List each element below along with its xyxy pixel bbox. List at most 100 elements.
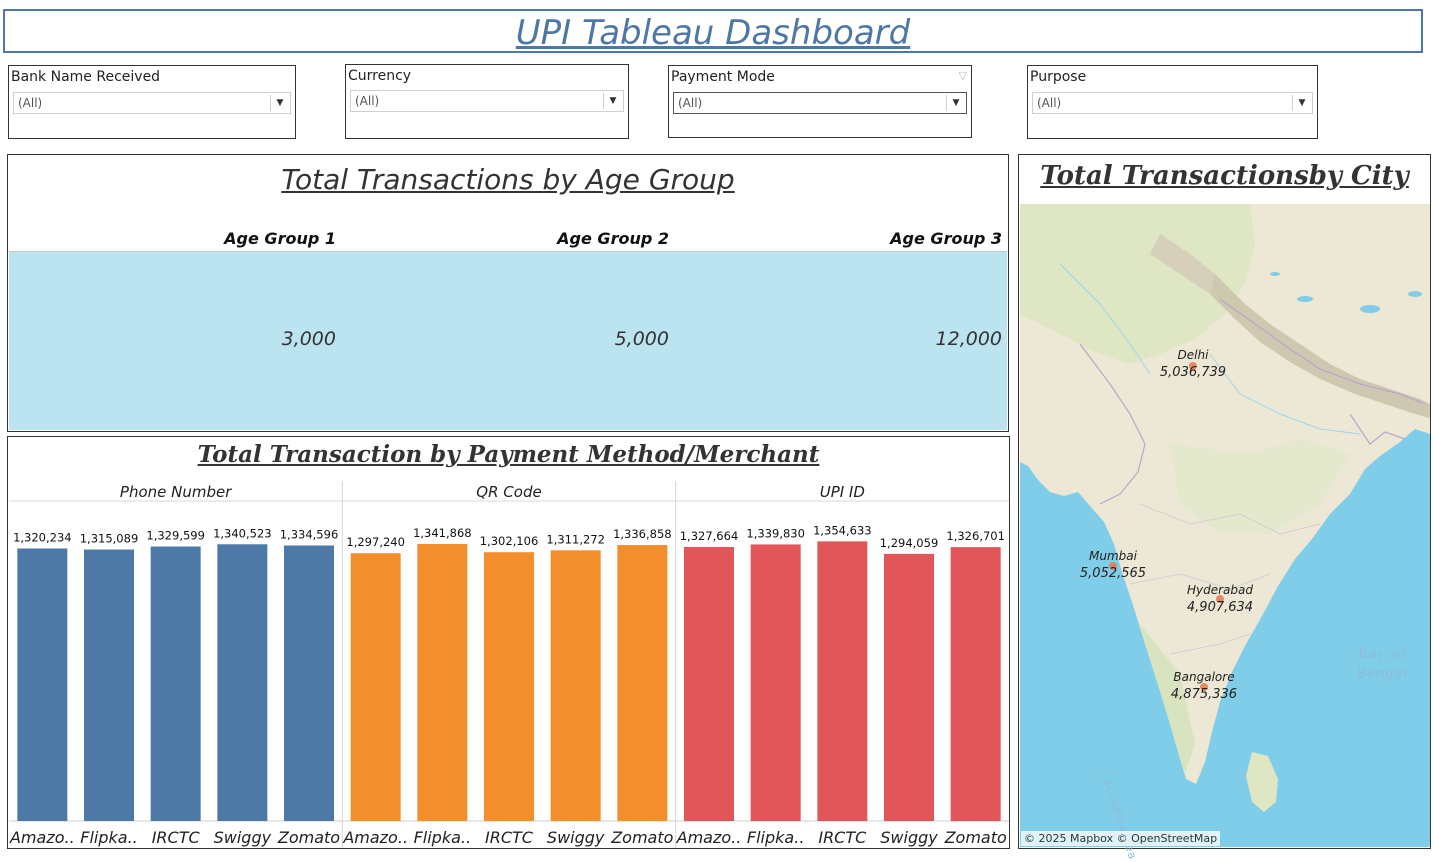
filter-label: Payment Mode: [671, 69, 775, 85]
purpose-select[interactable]: (All) ▼: [1032, 92, 1313, 114]
bar-upi-id-3[interactable]: [884, 553, 934, 821]
bar-upi-id-4[interactable]: [950, 547, 1001, 821]
city-value-delhi: 5,036,739: [1159, 365, 1227, 380]
filter-value: (All): [355, 94, 380, 108]
city-map-panel: Total Transactionsby City Delhi 5,036,73…: [1018, 154, 1431, 862]
city-value-bangalore: 4,875,336: [1170, 687, 1238, 702]
data-label: 1,340,523: [213, 526, 272, 540]
sea-label: Bay of Bengal: [1357, 647, 1408, 682]
bank-name-select[interactable]: (All) ▼: [13, 92, 291, 114]
data-label: 1,326,701: [946, 529, 1005, 543]
city-name-bangalore: Bangalore: [1173, 670, 1235, 684]
age-group-2-header: Age Group 2: [557, 229, 669, 248]
data-label: 1,327,664: [680, 529, 739, 543]
bar-phone-number-3[interactable]: [217, 544, 268, 821]
category-label: Swiggy: [880, 828, 938, 847]
city-name-mumbai: Mumbai: [1089, 549, 1137, 563]
payment-method-chart: Phone Number 1,320,234 Amazo.. 1,315,089 Fli…: [9, 481, 1009, 848]
category-label: Amazo..: [342, 828, 408, 847]
group-header: QR Code: [476, 483, 541, 501]
group-header: UPI ID: [820, 483, 865, 501]
data-label: 1,302,106: [480, 534, 539, 548]
category-label: Zomato: [944, 828, 1007, 847]
data-label: 1,315,089: [80, 532, 139, 546]
age-group-panel: Total Transactions by Age Group 3,000 5,…: [7, 154, 1009, 432]
bar-qr-code-2[interactable]: [484, 552, 534, 821]
bangalore-marker[interactable]: [1200, 683, 1208, 691]
filter-value: (All): [1037, 96, 1062, 110]
city-name-delhi: Delhi: [1177, 348, 1209, 362]
category-label: Zomato: [277, 828, 340, 847]
bar-phone-number-4[interactable]: [284, 545, 334, 821]
chevron-down-icon[interactable]: ▼: [270, 95, 289, 111]
data-label: 1,329,599: [146, 529, 205, 543]
city-value-mumbai: 5,052,565: [1079, 566, 1147, 581]
data-label: 1,354,633: [813, 523, 872, 537]
category-label: Flipka..: [747, 828, 805, 847]
filter-payment-mode: Payment Mode ▽ (All) ▼: [668, 65, 972, 138]
data-label: 1,294,059: [880, 536, 939, 550]
chevron-down-icon[interactable]: ▼: [946, 95, 965, 111]
filter-value: (All): [18, 96, 43, 110]
bar-upi-id-0[interactable]: [684, 546, 734, 821]
title-box: UPI Tableau Dashboard: [3, 9, 1423, 53]
category-label: IRCTC: [818, 828, 867, 847]
currency-select[interactable]: (All) ▼: [350, 90, 624, 112]
data-label: 1,334,596: [280, 528, 339, 542]
map-attribution[interactable]: © 2025 Mapbox © OpenStreetMap: [1021, 831, 1221, 846]
category-label: Swiggy: [214, 828, 272, 847]
payment-mode-select[interactable]: (All) ▼: [673, 92, 967, 114]
payment-method-panel: Phone Number 1,320,234 Amazo.. 1,315,089 Fli…: [7, 436, 1010, 849]
age-group-3-value[interactable]: 12,000: [935, 328, 1002, 350]
filter-label: Purpose: [1030, 69, 1087, 85]
bar-qr-code-1[interactable]: [417, 544, 468, 821]
data-label: 1,297,240: [346, 535, 405, 549]
bar-upi-id-2[interactable]: [817, 541, 868, 821]
funnel-icon[interactable]: ▽: [958, 69, 967, 82]
city-value-hyderabad: 4,907,634: [1186, 600, 1254, 615]
group-header: Phone Number: [120, 483, 232, 501]
data-label: 1,341,868: [413, 526, 472, 540]
data-label: 1,336,858: [613, 527, 672, 541]
page-title: UPI Tableau Dashboard: [515, 13, 911, 53]
chevron-down-icon[interactable]: ▼: [603, 93, 622, 109]
mumbai-marker[interactable]: [1109, 562, 1117, 570]
age-group-1-value[interactable]: 3,000: [281, 328, 336, 350]
bar-upi-id-1[interactable]: [750, 544, 801, 821]
filter-label: Bank Name Received: [11, 69, 161, 85]
category-label: Amazo..: [9, 828, 75, 847]
age-group-1-header: Age Group 1: [224, 229, 336, 248]
city-map-title: Total Transactionsby City: [1040, 161, 1409, 191]
filter-value: (All): [678, 96, 703, 110]
bar-phone-number-2[interactable]: [150, 546, 201, 821]
bar-phone-number-1[interactable]: [84, 549, 134, 821]
category-label: Amazo..: [676, 828, 742, 847]
age-group-3-header: Age Group 3: [890, 229, 1002, 248]
bar-phone-number-0[interactable]: [17, 548, 68, 821]
data-label: 1,320,234: [13, 530, 72, 544]
bar-qr-code-3[interactable]: [550, 550, 601, 821]
filter-purpose: Purpose (All) ▼: [1027, 65, 1318, 139]
filter-currency: Currency (All) ▼: [345, 64, 629, 139]
age-group-band: 3,000 5,000 12,000: [9, 251, 1007, 430]
category-label: IRCTC: [485, 828, 534, 847]
data-label: 1,339,830: [746, 526, 805, 540]
category-label: Zomato: [610, 828, 673, 847]
age-group-title: Total Transactions by Age Group: [281, 163, 735, 196]
filter-bank-name: Bank Name Received (All) ▼: [8, 65, 296, 139]
hyderabad-marker[interactable]: [1216, 595, 1224, 603]
category-label: Swiggy: [547, 828, 605, 847]
bar-qr-code-0[interactable]: [350, 553, 401, 821]
city-name-hyderabad: Hyderabad: [1187, 583, 1253, 597]
category-label: Flipka..: [414, 828, 472, 847]
india-map[interactable]: [1020, 204, 1430, 847]
data-label: 1,311,272: [546, 532, 605, 546]
filter-label: Currency: [348, 68, 412, 84]
category-label: Flipka..: [80, 828, 138, 847]
age-group-2-value[interactable]: 5,000: [614, 328, 669, 350]
delhi-marker[interactable]: [1189, 362, 1197, 370]
bar-qr-code-4[interactable]: [617, 545, 668, 821]
chevron-down-icon[interactable]: ▼: [1292, 95, 1311, 111]
payment-method-title: Total Transaction by Payment Method/Merc…: [197, 441, 820, 468]
category-label: IRCTC: [152, 828, 201, 847]
